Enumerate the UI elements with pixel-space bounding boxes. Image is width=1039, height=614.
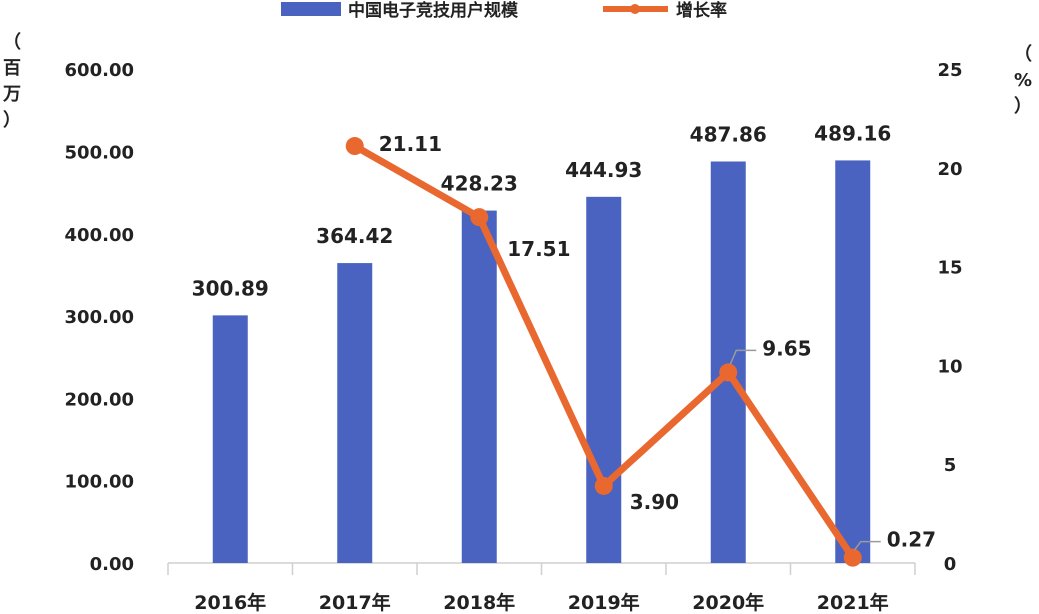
left-axis-ticks: 0.00 100.00 200.00 300.00 400.00 500.00 600.00: [65, 60, 134, 575]
left-unit-char: ）: [3, 110, 21, 131]
left-unit-char: （: [3, 32, 21, 53]
bars: [212, 160, 871, 564]
left-tick-label: 0.00: [90, 554, 134, 575]
legend-line-label: 增长率: [676, 0, 727, 21]
right-axis-unit: （% ）: [1014, 44, 1032, 117]
line-data-labels: 21.11 17.51 3.90 9.65 0.27: [379, 132, 936, 552]
right-unit-char: ）: [1014, 96, 1032, 117]
line-data-label: 17.51: [507, 237, 570, 261]
legend-bar-swatch: [281, 2, 341, 16]
left-axis-unit: （ 百万 ）: [2, 32, 21, 131]
growth-rate-line: [345, 137, 862, 567]
x-tick-label: 2016年: [194, 591, 266, 614]
left-tick-label: 200.00: [65, 389, 134, 410]
bar-data-label: 364.42: [316, 224, 393, 248]
bar-data-labels: 300.89 364.42 428.23 444.93 487.86 489.16: [192, 121, 892, 300]
left-tick-label: 600.00: [65, 60, 134, 81]
bar: [461, 210, 497, 563]
x-tick-label: 2020年: [692, 591, 764, 614]
data-label-leader: [729, 349, 757, 365]
growth-rate-point: [345, 137, 364, 156]
bar-data-label: 487.86: [690, 122, 767, 146]
left-tick-label: 500.00: [65, 143, 134, 164]
right-tick-label: 15: [937, 258, 962, 279]
x-tick-label: 2021年: [817, 591, 889, 614]
left-tick-label: 100.00: [65, 472, 134, 493]
x-tick-label: 2017年: [319, 591, 391, 614]
right-unit-char: %: [1014, 70, 1032, 91]
line-data-label: 9.65: [762, 336, 811, 360]
bar: [337, 263, 373, 563]
left-unit-char: 百: [3, 58, 21, 79]
legend-bar-label: 中国电子竞技用户规模: [348, 0, 519, 21]
bar: [212, 315, 248, 563]
bar-data-label: 489.16: [814, 121, 891, 145]
right-tick-label: 10: [937, 356, 962, 377]
growth-rate-point: [470, 208, 489, 227]
bar-data-label: 428.23: [441, 172, 518, 196]
left-unit-char: 万: [2, 84, 21, 105]
data-label-leader: [854, 540, 881, 551]
right-tick-label: 5: [944, 455, 957, 476]
growth-rate-point: [594, 476, 613, 495]
right-tick-label: 25: [937, 60, 962, 81]
bar-data-label: 300.89: [192, 276, 269, 300]
left-tick-label: 300.00: [65, 307, 134, 328]
left-tick-label: 400.00: [65, 225, 134, 246]
bar: [586, 196, 622, 563]
x-axis-ticks: 2016年 2017年 2018年 2019年 2020年 2021年: [167, 563, 916, 614]
bar: [835, 160, 871, 563]
right-axis-ticks: 0 5 10 15 20 25: [937, 60, 962, 575]
line-data-label: 0.27: [887, 528, 936, 552]
bar-data-label: 444.93: [565, 158, 642, 182]
legend: 中国电子竞技用户规模 增长率: [281, 0, 727, 21]
x-tick-label: 2019年: [568, 591, 640, 614]
right-tick-label: 0: [944, 554, 957, 575]
line-data-label: 3.90: [630, 490, 679, 514]
bar: [710, 161, 746, 564]
growth-rate-point: [719, 363, 738, 382]
x-tick-label: 2018年: [443, 591, 515, 614]
right-unit-char: （: [1014, 44, 1032, 65]
line-data-label: 21.11: [379, 132, 442, 156]
right-tick-label: 20: [937, 159, 962, 180]
growth-rate-point: [843, 548, 862, 567]
legend-line-marker: [630, 4, 640, 14]
